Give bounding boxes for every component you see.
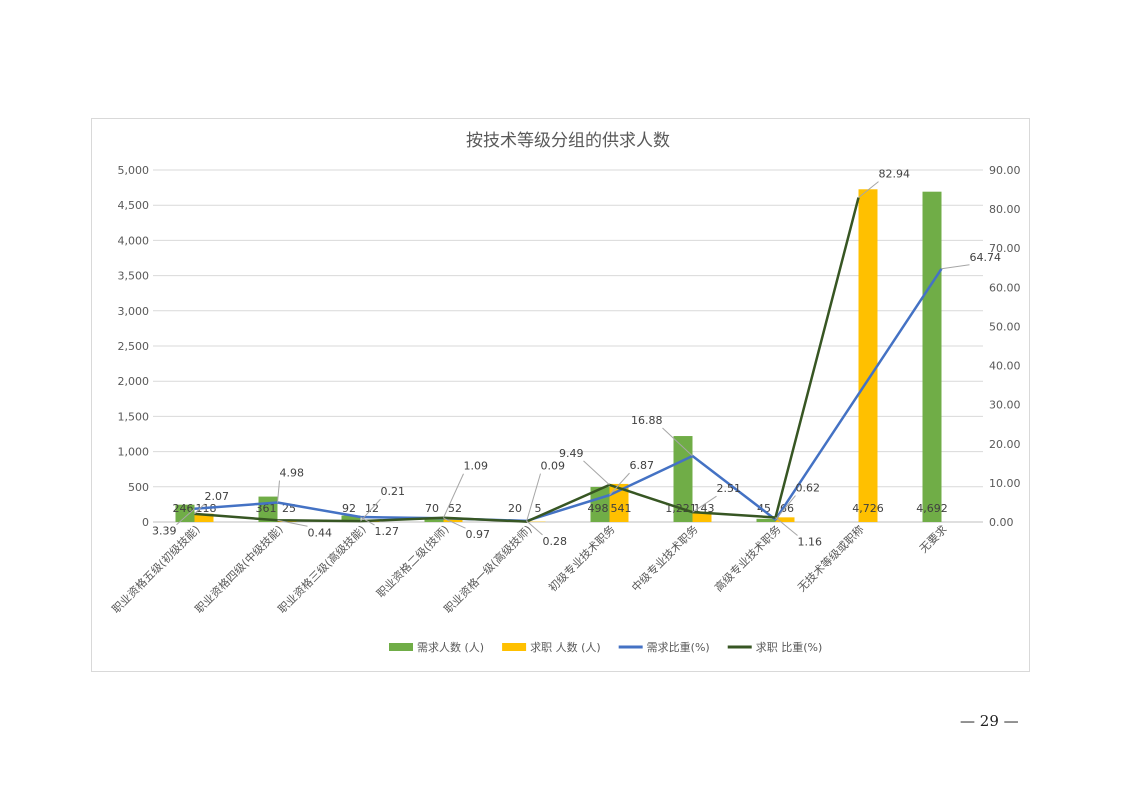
y-right-tick-label: 80.00	[989, 203, 1021, 216]
y-left-tick-label: 1,500	[118, 410, 150, 423]
data-label-leader	[775, 517, 798, 536]
line-data-label: 9.49	[559, 447, 584, 460]
bar-supply	[692, 511, 712, 522]
y-right-tick-label: 60.00	[989, 281, 1021, 294]
y-left-tick-label: 0	[142, 516, 149, 529]
line-data-label: 0.21	[381, 485, 406, 498]
y-right-tick-label: 70.00	[989, 242, 1021, 255]
data-label-leader	[360, 498, 381, 522]
data-label-leader	[277, 519, 308, 527]
legend-swatch	[389, 643, 413, 651]
bar-supply	[858, 189, 878, 522]
chart-title: 按技术等级分组的供求人数	[466, 131, 670, 151]
line-data-label: 82.94	[879, 168, 911, 181]
y-right-tick-label: 50.00	[989, 320, 1021, 333]
line-data-label: 0.44	[308, 526, 333, 539]
category-label: 无技术等级或职称	[794, 522, 866, 594]
footer-dash-left: —	[960, 712, 975, 730]
category-label: 初级专业技术职务	[545, 522, 617, 594]
line-data-label: 3.39	[152, 525, 177, 538]
line-data-label: 16.88	[631, 414, 663, 427]
legend-swatch	[502, 643, 527, 651]
category-label: 中级专业技术职务	[628, 522, 700, 594]
bar-data-label: 70	[425, 502, 439, 515]
line-data-label: 1.09	[464, 460, 489, 473]
y-right-tick-label: 30.00	[989, 399, 1021, 412]
bar-demand	[341, 515, 361, 522]
line-data-label: 1.27	[375, 525, 400, 538]
line-data-label: 1.16	[798, 535, 823, 548]
y-left-tick-label: 3,000	[118, 305, 150, 318]
legend-label: 求职 人数 (人)	[530, 641, 601, 654]
data-label-leader	[858, 181, 879, 199]
chart-container: 按技术等级分组的供求人数 0 500 1,000 1,500 2,000 2,500 3,00…	[91, 118, 1030, 672]
data-label-leader	[176, 508, 195, 526]
data-label-leader	[277, 480, 280, 503]
bar-demand	[756, 518, 776, 522]
data-label-leader	[609, 472, 630, 496]
bar-data-label: 5	[535, 502, 542, 515]
y-right-tick-label: 10.00	[989, 477, 1021, 490]
page-number-value: 29	[979, 712, 999, 730]
line-data-label: 64.74	[970, 251, 1002, 264]
y-left-tick-label: 4,500	[118, 199, 150, 212]
bar-data-label: 541	[611, 502, 632, 515]
line-data-label: 2.07	[205, 490, 230, 503]
legend-label: 需求人数 (人)	[417, 641, 484, 654]
bar-data-label: 4,726	[852, 502, 884, 515]
y-right-tick-label: 90.00	[989, 164, 1021, 177]
bar-data-label: 498	[588, 502, 609, 515]
y-left-tick-label: 2,500	[118, 340, 150, 353]
category-label: 职业资格四级(中级技能)	[192, 522, 286, 616]
line-data-label: 0.28	[543, 535, 568, 548]
bar-data-label: 20	[508, 502, 522, 515]
bar-supply	[775, 517, 795, 522]
data-label-leader	[526, 520, 543, 536]
y-right-tick-label: 0.00	[989, 516, 1014, 529]
line-data-label: 0.62	[796, 482, 821, 495]
data-label-leader	[443, 473, 464, 518]
data-label-leader	[662, 427, 693, 457]
bar-supply	[443, 518, 463, 522]
bar-demand	[424, 517, 444, 522]
data-label-leader	[692, 495, 717, 513]
y-left-tick-label: 3,500	[118, 270, 150, 283]
footer-dash-right: —	[1003, 712, 1019, 730]
data-label-leader	[775, 495, 796, 520]
y-left-tick-label: 2,000	[118, 375, 150, 388]
line-data-label: 0.97	[466, 528, 491, 541]
bar-data-label: 45	[757, 502, 771, 515]
legend-label: 求职 比重(%)	[756, 640, 823, 654]
bar-supply	[194, 513, 214, 522]
y-right-tick-label: 20.00	[989, 438, 1021, 451]
line-data-label: 6.87	[630, 459, 655, 472]
line-data-label: 4.98	[280, 467, 305, 480]
combo-chart: 按技术等级分组的供求人数 0 500 1,000 1,500 2,000 2,500 3,00…	[109, 131, 1021, 654]
data-label-leader	[443, 517, 466, 529]
line-data-label: 0.09	[541, 460, 566, 473]
bar-data-label: 92	[342, 502, 356, 515]
data-label-leader	[583, 460, 610, 486]
bar-data-label: 52	[448, 502, 462, 515]
bar-data-label: 4,692	[916, 502, 948, 515]
y-left-tick-label: 500	[128, 481, 149, 494]
data-label-leader	[194, 503, 205, 515]
y-right-tick-label: 40.00	[989, 360, 1021, 373]
category-label: 无要求	[917, 523, 950, 556]
bar-data-label: 361	[256, 502, 277, 515]
y-left-tick-label: 1,000	[118, 446, 150, 459]
bar-demand	[922, 191, 942, 522]
legend-label: 需求比重(%)	[647, 640, 710, 654]
y-left-tick-label: 4,000	[118, 234, 150, 247]
bar-demand	[175, 504, 195, 522]
data-label-leader	[526, 473, 541, 522]
data-label-leader	[941, 264, 970, 270]
page-number: — 29 —	[960, 712, 1040, 730]
category-label: 高级专业技术职务	[711, 522, 783, 594]
y-left-tick-label: 5,000	[118, 164, 150, 177]
bar-data-label: 246	[173, 502, 194, 515]
line-data-label: 2.51	[717, 482, 742, 495]
